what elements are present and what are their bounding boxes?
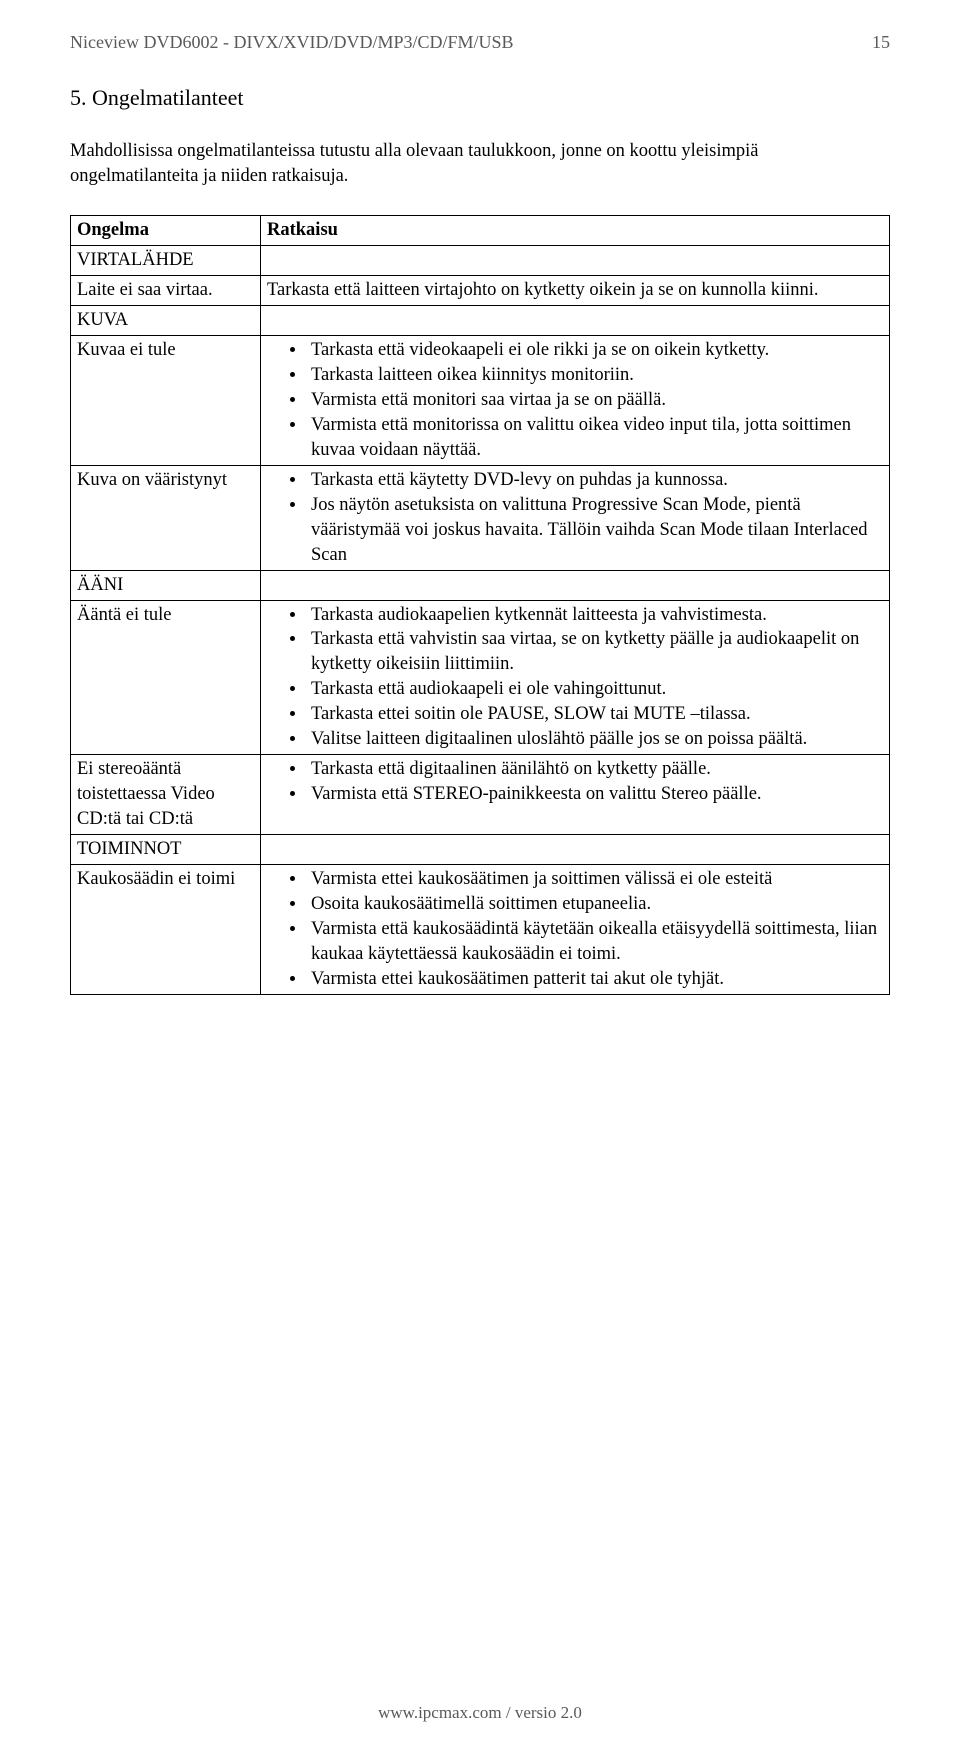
problem-cell: Kaukosäädin ei toimi: [71, 865, 261, 995]
solution-cell: Tarkasta että videokaapeli ei ole rikki …: [261, 335, 890, 465]
problem-cell: Laite ei saa virtaa.: [71, 275, 261, 305]
section-number: 5.: [70, 85, 87, 110]
solution-cell: Tarkasta audiokaapelien kytkennät laitte…: [261, 600, 890, 755]
solution-item: Tarkasta että digitaalinen äänilähtö on …: [307, 757, 883, 782]
section-title-text: Ongelmatilanteet: [92, 85, 244, 110]
intro-paragraph: Mahdollisissa ongelmatilanteissa tutustu…: [70, 139, 890, 189]
solution-item: Jos näytön asetuksista on valittuna Prog…: [307, 493, 883, 568]
solution-cell: Varmista ettei kaukosäätimen ja soittime…: [261, 865, 890, 995]
solution-item: Varmista ettei kaukosäätimen patterit ta…: [307, 967, 883, 992]
table-row: Kaukosäädin ei toimi Varmista ettei kauko…: [71, 865, 890, 995]
solution-item: Varmista että STEREO-painikkeesta on val…: [307, 782, 883, 807]
solution-item: Tarkasta että videokaapeli ei ole rikki …: [307, 338, 883, 363]
table-row: Ääntä ei tule Tarkasta audiokaapelien kyt…: [71, 600, 890, 755]
table-row: Laite ei saa virtaa.Tarkasta että laitte…: [71, 275, 890, 305]
problem-cell: Ei stereoääntä toistettaessa Video CD:tä…: [71, 755, 261, 835]
group-label: KUVA: [71, 305, 261, 335]
solution-item: Valitse laitteen digitaalinen uloslähtö …: [307, 727, 883, 752]
solution-item: Tarkasta että vahvistin saa virtaa, se o…: [307, 627, 883, 677]
page: Niceview DVD6002 - DIVX/XVID/DVD/MP3/CD/…: [0, 0, 960, 1753]
group-label: ÄÄNI: [71, 570, 261, 600]
solution-item: Tarkasta audiokaapelien kytkennät laitte…: [307, 603, 883, 628]
solution-item: Varmista että monitorissa on valittu oik…: [307, 413, 883, 463]
solution-list: Varmista ettei kaukosäätimen ja soittime…: [267, 867, 883, 992]
table-row: Kuvaa ei tule Tarkasta että videokaapeli …: [71, 335, 890, 465]
table-row: Ei stereoääntä toistettaessa Video CD:tä…: [71, 755, 890, 835]
solution-cell: Tarkasta että käytetty DVD-levy on puhda…: [261, 465, 890, 570]
header-title: Niceview DVD6002 - DIVX/XVID/DVD/MP3/CD/…: [70, 32, 514, 53]
problem-cell: Ääntä ei tule: [71, 600, 261, 755]
table-group-row: TOIMINNOT: [71, 835, 890, 865]
problem-cell: Kuvaa ei tule: [71, 335, 261, 465]
col-header-problem: Ongelma: [71, 215, 261, 245]
solution-item: Varmista ettei kaukosäätimen ja soittime…: [307, 867, 883, 892]
table-group-row: ÄÄNI: [71, 570, 890, 600]
table-body: Ongelma Ratkaisu VIRTALÄHDELaite ei saa …: [71, 215, 890, 994]
solution-cell: Tarkasta että digitaalinen äänilähtö on …: [261, 755, 890, 835]
page-number: 15: [872, 32, 890, 53]
group-label: TOIMINNOT: [71, 835, 261, 865]
problem-cell: Kuva on vääristynyt: [71, 465, 261, 570]
solution-list: Tarkasta että digitaalinen äänilähtö on …: [267, 757, 883, 807]
solution-cell: Tarkasta että laitteen virtajohto on kyt…: [261, 275, 890, 305]
troubleshooting-table: Ongelma Ratkaisu VIRTALÄHDELaite ei saa …: [70, 215, 890, 995]
solution-item: Varmista että kaukosäädintä käytetään oi…: [307, 917, 883, 967]
group-label-empty: [261, 570, 890, 600]
solution-item: Tarkasta että audiokaapeli ei ole vahing…: [307, 677, 883, 702]
group-label-empty: [261, 245, 890, 275]
table-row: Kuva on vääristynyt Tarkasta että käytett…: [71, 465, 890, 570]
solution-item: Tarkasta että käytetty DVD-levy on puhda…: [307, 468, 883, 493]
page-footer: www.ipcmax.com / versio 2.0: [0, 1703, 960, 1723]
solution-list: Tarkasta audiokaapelien kytkennät laitte…: [267, 603, 883, 753]
table-group-row: VIRTALÄHDE: [71, 245, 890, 275]
solution-item: Varmista että monitori saa virtaa ja se …: [307, 388, 883, 413]
group-label-empty: [261, 835, 890, 865]
solution-list: Tarkasta että videokaapeli ei ole rikki …: [267, 338, 883, 463]
col-header-solution: Ratkaisu: [261, 215, 890, 245]
solution-item: Tarkasta ettei soitin ole PAUSE, SLOW ta…: [307, 702, 883, 727]
table-group-row: KUVA: [71, 305, 890, 335]
group-label: VIRTALÄHDE: [71, 245, 261, 275]
solution-item: Osoita kaukosäätimellä soittimen etupane…: [307, 892, 883, 917]
group-label-empty: [261, 305, 890, 335]
solution-list: Tarkasta että käytetty DVD-levy on puhda…: [267, 468, 883, 568]
solution-item: Tarkasta laitteen oikea kiinnitys monito…: [307, 363, 883, 388]
page-header: Niceview DVD6002 - DIVX/XVID/DVD/MP3/CD/…: [70, 32, 890, 53]
table-header-row: Ongelma Ratkaisu: [71, 215, 890, 245]
section-heading: 5. Ongelmatilanteet: [70, 85, 890, 111]
